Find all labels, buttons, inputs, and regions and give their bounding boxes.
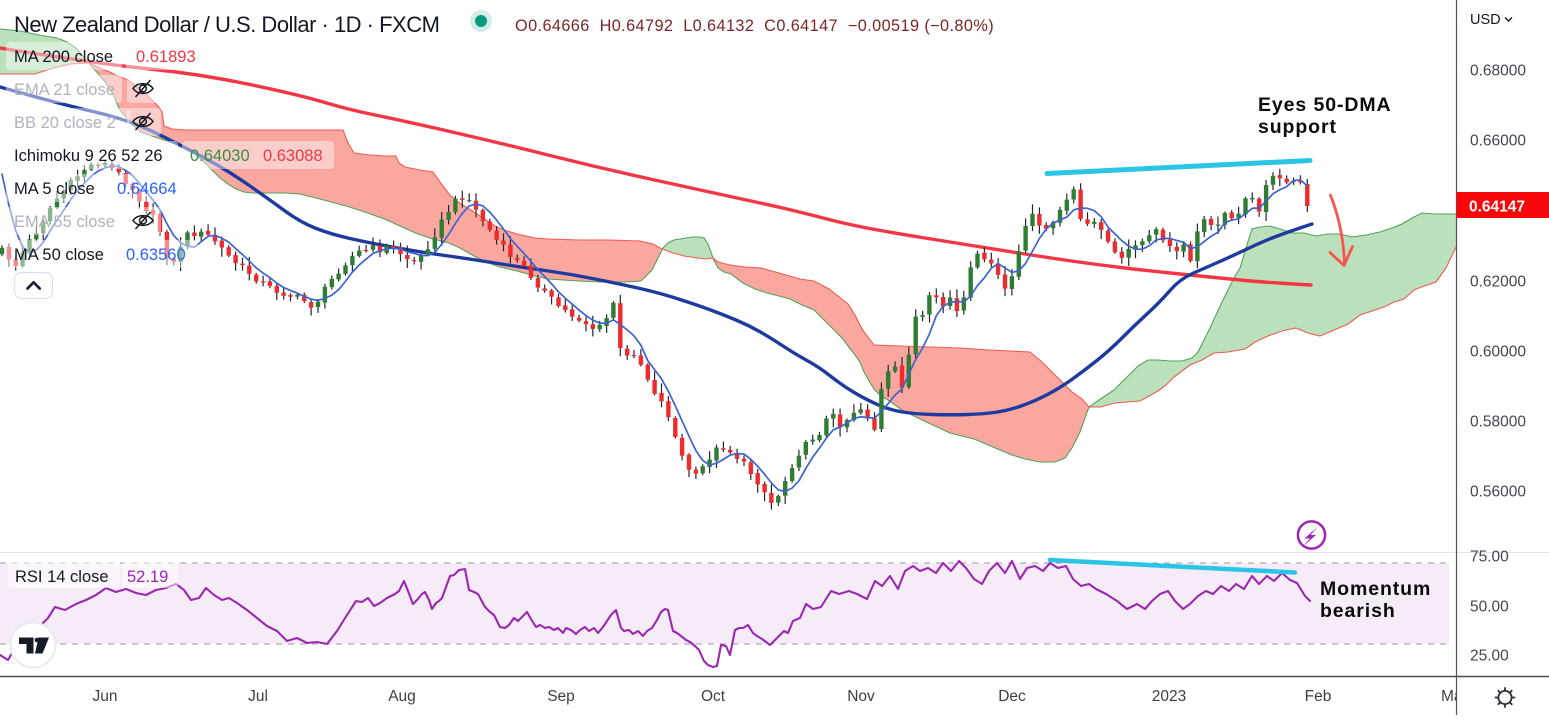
svg-text:0.62000: 0.62000 (1470, 274, 1526, 291)
svg-text:Nov: Nov (847, 688, 875, 705)
svg-text:Aug: Aug (388, 688, 416, 705)
svg-text:0.64664: 0.64664 (117, 180, 177, 198)
svg-text:EMA 55 close: EMA 55 close (14, 213, 115, 231)
svg-text:0.64030: 0.64030 (190, 147, 250, 165)
svg-text:Ichimoku 9 26 52 26: Ichimoku 9 26 52 26 (14, 147, 163, 165)
svg-text:0.63088: 0.63088 (263, 147, 323, 165)
svg-text:Oct: Oct (701, 688, 726, 705)
svg-text:MA 200 close: MA 200 close (14, 48, 113, 66)
svg-text:Momentum: Momentum (1320, 578, 1431, 600)
svg-text:support: support (1258, 116, 1337, 138)
svg-text:0.64147: 0.64147 (1469, 199, 1525, 216)
svg-text:New Zealand Dollar / U.S. Doll: New Zealand Dollar / U.S. Dollar · 1D · … (14, 12, 439, 37)
svg-text:Sep: Sep (547, 688, 575, 705)
svg-text:Dec: Dec (998, 688, 1026, 705)
svg-text:Feb: Feb (1305, 688, 1332, 705)
svg-text:52.19: 52.19 (127, 568, 168, 586)
svg-text:0.68000: 0.68000 (1470, 63, 1526, 80)
svg-text:50.00: 50.00 (1470, 599, 1509, 616)
svg-text:25.00: 25.00 (1470, 648, 1509, 665)
svg-text:bearish: bearish (1320, 600, 1396, 622)
svg-text:MA 50 close: MA 50 close (14, 246, 104, 264)
svg-text:0.56000: 0.56000 (1470, 484, 1526, 501)
svg-text:Jun: Jun (93, 688, 118, 705)
svg-text:2023: 2023 (1152, 688, 1186, 705)
svg-text:BB 20 close 2: BB 20 close 2 (14, 114, 116, 132)
svg-text:0.66000: 0.66000 (1470, 133, 1526, 150)
svg-text:Eyes 50-DMA: Eyes 50-DMA (1258, 94, 1391, 116)
svg-text:RSI 14 close: RSI 14 close (15, 568, 109, 586)
svg-text:EMA 21 close: EMA 21 close (14, 81, 115, 99)
svg-text:O0.64666 H0.64792 L0.64132: O0.64666 H0.64792 L0.64132 C0.64147 −0.0… (515, 17, 994, 35)
svg-text:USD: USD (1470, 12, 1501, 28)
svg-text:75.00: 75.00 (1470, 549, 1509, 566)
svg-text:Jul: Jul (248, 688, 268, 705)
svg-text:MA 5 close: MA 5 close (14, 180, 95, 198)
svg-text:0.63560: 0.63560 (126, 246, 186, 264)
svg-text:0.60000: 0.60000 (1470, 344, 1526, 361)
svg-text:0.58000: 0.58000 (1470, 414, 1526, 431)
svg-text:0.61893: 0.61893 (136, 48, 196, 66)
